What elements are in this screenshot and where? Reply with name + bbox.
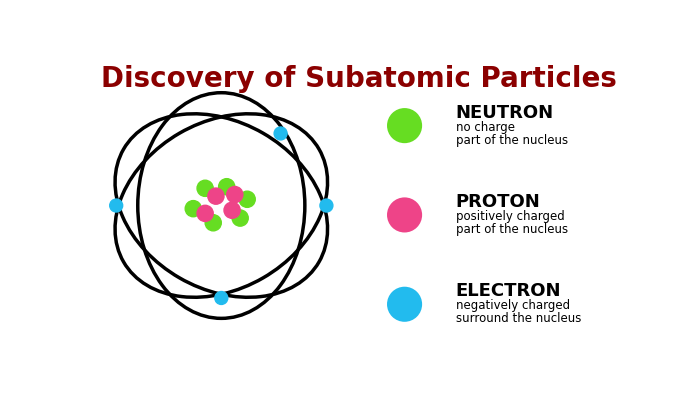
Circle shape — [208, 188, 224, 204]
Circle shape — [218, 179, 235, 195]
Circle shape — [197, 205, 214, 221]
Text: no charge: no charge — [456, 121, 514, 134]
Text: Discovery of Subatomic Particles: Discovery of Subatomic Particles — [101, 64, 617, 92]
Circle shape — [205, 214, 221, 231]
Text: negatively charged: negatively charged — [456, 300, 570, 313]
Circle shape — [389, 288, 421, 321]
Circle shape — [227, 186, 243, 203]
Circle shape — [215, 291, 228, 304]
Circle shape — [197, 180, 214, 197]
Text: ELECTRON: ELECTRON — [456, 282, 561, 300]
Circle shape — [110, 199, 122, 212]
Text: part of the nucleus: part of the nucleus — [456, 223, 568, 236]
Circle shape — [389, 199, 421, 231]
Circle shape — [320, 199, 333, 212]
Text: surround the nucleus: surround the nucleus — [456, 313, 581, 326]
Circle shape — [389, 109, 421, 142]
Circle shape — [274, 127, 287, 140]
Text: positively charged: positively charged — [456, 210, 564, 223]
Text: NEUTRON: NEUTRON — [456, 104, 554, 122]
Circle shape — [239, 191, 255, 207]
Circle shape — [224, 202, 240, 218]
Circle shape — [232, 210, 248, 226]
Circle shape — [186, 201, 202, 217]
Text: part of the nucleus: part of the nucleus — [456, 134, 568, 147]
Text: PROTON: PROTON — [456, 193, 540, 211]
